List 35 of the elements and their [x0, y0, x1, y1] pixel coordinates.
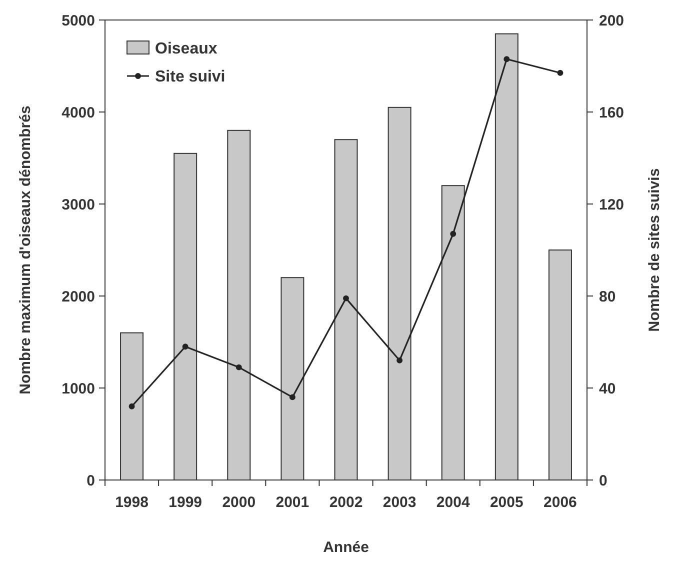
y2-tick-label: 200 — [599, 12, 624, 30]
point — [504, 56, 510, 62]
point — [450, 230, 456, 237]
point — [343, 295, 349, 302]
y-axis-title: Nombre maximum d'oiseaux dénombrés — [17, 106, 34, 394]
y2-tick-label: 120 — [599, 196, 624, 214]
legend-label: Oiseaux — [155, 40, 218, 58]
x-tick-label: 2004 — [436, 494, 470, 511]
y2-tick-label: 80 — [599, 288, 616, 306]
x-tick-label: 2006 — [544, 494, 577, 511]
y2-tick-label: 40 — [599, 380, 616, 398]
y-tick-label: 2000 — [62, 288, 95, 306]
y2-axis-title: Nombre de sites suivis — [646, 168, 663, 332]
y-tick-label: 4000 — [62, 104, 95, 122]
point — [236, 364, 242, 370]
x-tick-label: 1999 — [168, 494, 202, 511]
point — [289, 394, 296, 400]
legend-label: Site suivi — [155, 68, 226, 86]
x-tick-label: 2002 — [329, 494, 363, 511]
point — [557, 70, 564, 76]
point — [182, 344, 188, 350]
x-tick-label: 1998 — [115, 494, 148, 511]
y-tick-label: 0 — [86, 472, 95, 490]
x-tick-label: 2003 — [382, 494, 416, 511]
y-tick-label: 3000 — [62, 196, 95, 214]
y-tick-label: 5000 — [62, 12, 95, 30]
y2-tick-label: 160 — [599, 104, 624, 122]
x-tick-label: 2001 — [276, 494, 310, 511]
y2-tick-label: 0 — [599, 472, 608, 490]
x-tick-label: 2000 — [222, 494, 256, 511]
x-tick-label: 2005 — [490, 494, 524, 511]
x-axis-title: Année — [323, 539, 369, 556]
y-tick-label: 1000 — [62, 380, 95, 398]
point — [396, 357, 403, 364]
point — [128, 403, 135, 410]
